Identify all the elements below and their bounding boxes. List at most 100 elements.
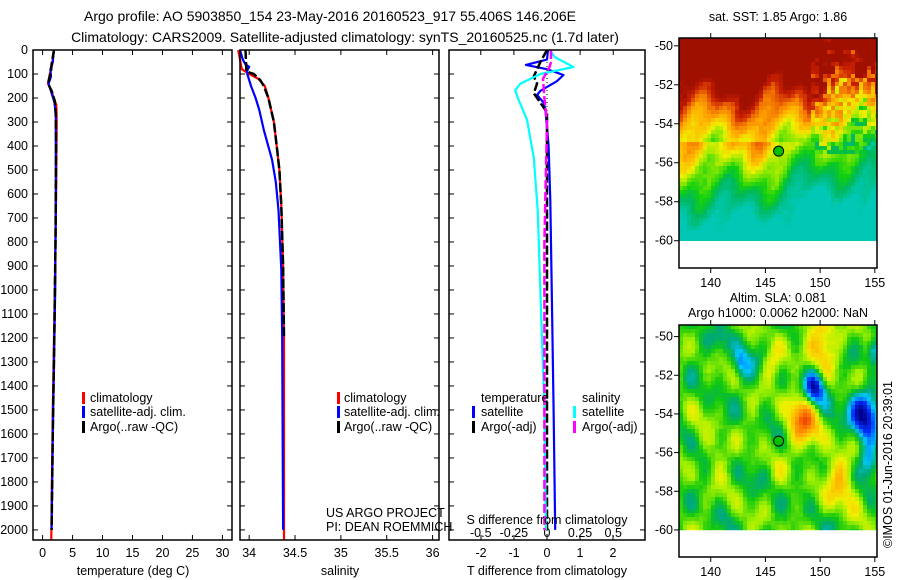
map-cell [683, 449, 688, 454]
map-cell [831, 146, 836, 151]
map-cell [863, 449, 868, 454]
map-cell [751, 174, 756, 179]
map-cell [723, 122, 728, 127]
map-cell [783, 465, 788, 470]
map-cell [739, 329, 744, 334]
map-cell [767, 58, 772, 63]
map-cell [847, 106, 852, 111]
map-cell [847, 441, 852, 446]
map-cell [711, 214, 716, 219]
map-cell [687, 118, 692, 123]
map-cell [843, 341, 848, 346]
map-cell [835, 130, 840, 135]
map-cell [875, 373, 878, 378]
map-cell [787, 373, 792, 378]
map-cell [763, 349, 768, 354]
map-cell [843, 150, 848, 155]
map-cell [859, 473, 864, 478]
map-cell [715, 489, 720, 494]
map-cell [831, 369, 836, 374]
map-cell [695, 86, 700, 91]
map-cell [843, 198, 848, 203]
map-cell [779, 425, 784, 430]
map-cell [807, 166, 812, 171]
map-cell [863, 138, 868, 143]
map-cell [683, 182, 688, 187]
map-cell [871, 226, 876, 231]
map-cell [703, 333, 708, 338]
map-cell [743, 190, 748, 195]
map-cell [795, 230, 800, 235]
map-cell [743, 130, 748, 135]
map-cell [739, 74, 744, 79]
map-cell [819, 214, 824, 219]
map-cell [843, 497, 848, 502]
map-cell [759, 202, 764, 207]
map-cell [743, 497, 748, 502]
map-cell [867, 437, 872, 442]
map-cell [811, 122, 816, 127]
map-cell [683, 349, 688, 354]
map-cell [691, 86, 696, 91]
map-cell [703, 210, 708, 215]
map-cell [739, 62, 744, 67]
map-cell [763, 425, 768, 430]
map-cell [739, 38, 744, 43]
map-cell [871, 46, 876, 51]
map-cell [767, 489, 772, 494]
map-cell [775, 218, 780, 223]
map-cell [711, 198, 716, 203]
map-cell [863, 437, 868, 442]
map-cell [847, 46, 852, 51]
map-cell [747, 397, 752, 402]
map-cell [763, 106, 768, 111]
map-cell [735, 58, 740, 63]
map-cell [695, 66, 700, 71]
map-cell [691, 325, 696, 330]
map-cell [807, 74, 812, 79]
map-cell [763, 118, 768, 123]
map-cell [863, 50, 868, 55]
map-cell [823, 66, 828, 71]
map-cell [767, 126, 772, 131]
map-cell [799, 158, 804, 163]
map-cell [855, 401, 860, 406]
map-cell [839, 198, 844, 203]
map-cell [763, 122, 768, 127]
map-cell [871, 397, 876, 402]
map-cell [867, 218, 872, 223]
map-cell [875, 190, 878, 195]
map-cell [867, 70, 872, 75]
map-cell [775, 457, 780, 462]
map-cell [703, 497, 708, 502]
map-cell [859, 481, 864, 486]
map-cell [855, 42, 860, 47]
map-cell [739, 457, 744, 462]
map-cell [839, 42, 844, 47]
map-cell [727, 377, 732, 382]
y-tick-label: 1400 [0, 379, 28, 393]
map-cell [775, 397, 780, 402]
map-cell [779, 325, 784, 330]
map-cell [791, 234, 796, 239]
map-cell [759, 485, 764, 490]
map-cell [679, 98, 684, 103]
map-cell [859, 329, 864, 334]
map-cell [783, 210, 788, 215]
map-cell [695, 70, 700, 75]
map-cell [871, 333, 876, 338]
map-cell [795, 445, 800, 450]
map-cell [819, 194, 824, 199]
map-cell [847, 325, 852, 330]
map-cell [723, 70, 728, 75]
map-cell [687, 377, 692, 382]
map-cell [843, 405, 848, 410]
map-cell [875, 230, 878, 235]
map-cell [735, 481, 740, 486]
map-cell [799, 90, 804, 95]
map-cell [831, 46, 836, 51]
map-cell [735, 325, 740, 330]
map-cell [835, 210, 840, 215]
map-cell [759, 134, 764, 139]
map-cell [731, 493, 736, 498]
